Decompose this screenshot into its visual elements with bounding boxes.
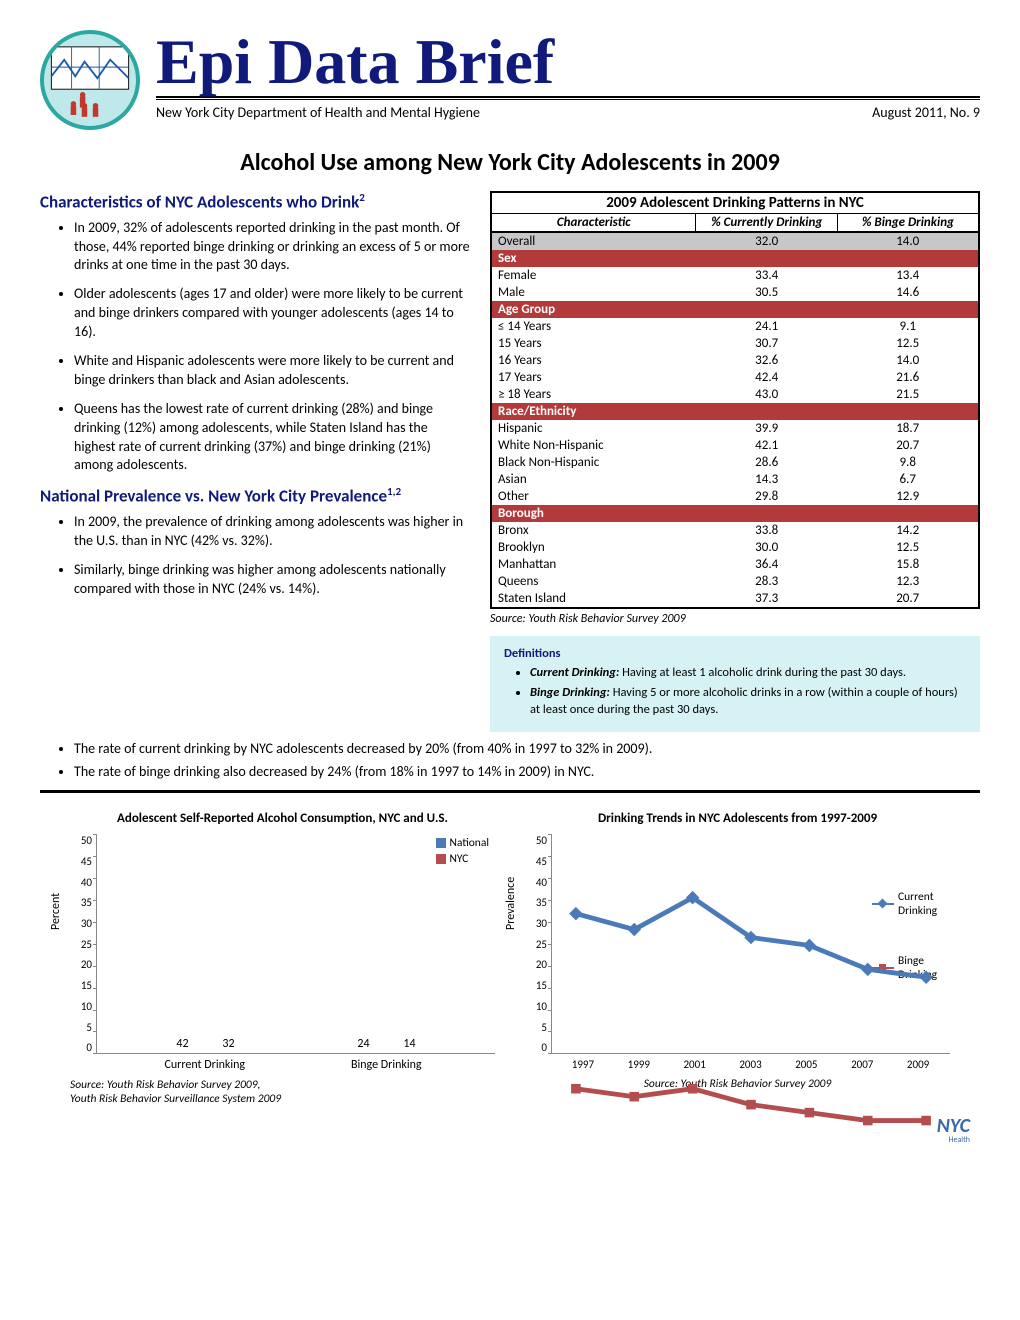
table-row: Female33.413.4 xyxy=(491,267,979,284)
table-row: Staten Island37.320.7 xyxy=(491,590,979,608)
line-chart-ylabel: Prevalence xyxy=(504,877,518,930)
bullet-item: The rate of binge drinking also decrease… xyxy=(74,763,980,780)
trend-bullets: The rate of current drinking by NYC adol… xyxy=(40,740,980,780)
table-source: Source: Youth Risk Behavior Survey 2009 xyxy=(490,612,980,626)
bar-chart-title: Adolescent Self-Reported Alcohol Consump… xyxy=(70,811,495,827)
line-chart-title: Drinking Trends in NYC Adolescents from … xyxy=(525,811,950,827)
bar-chart-panel: Adolescent Self-Reported Alcohol Consump… xyxy=(70,811,495,1107)
table-row: Queens28.312.3 xyxy=(491,573,979,590)
table-row: 16 Years32.614.0 xyxy=(491,352,979,369)
main-title: Epi Data Brief xyxy=(156,30,980,94)
bullet-item: Similarly, binge drinking was higher amo… xyxy=(74,561,472,599)
col-head-current: % Currently Drinking xyxy=(696,214,838,233)
definitions-title: Definitions xyxy=(504,646,966,661)
bar-chart-xlabels: Current DrinkingBinge Drinking xyxy=(96,1058,495,1072)
definitions-box: Definitions Current Drinking: Having at … xyxy=(490,636,980,732)
table-group-header: Borough xyxy=(491,505,979,522)
table-row: ≥ 18 Years43.021.5 xyxy=(491,386,979,403)
table-row: 15 Years30.712.5 xyxy=(491,335,979,352)
table-row: White Non-Hispanic42.120.7 xyxy=(491,437,979,454)
section-characteristics-title: Characteristics of NYC Adolescents who D… xyxy=(40,191,472,213)
characteristics-bullets: In 2009, 32% of adolescents reported dri… xyxy=(40,219,472,476)
table-row: Male30.514.6 xyxy=(491,284,979,301)
bullet-item: White and Hispanic adolescents were more… xyxy=(74,352,472,390)
issue-info: August 2011, No. 9 xyxy=(872,104,980,121)
bullet-item: The rate of current drinking by NYC adol… xyxy=(74,740,980,757)
col-head-characteristic: Characteristic xyxy=(491,214,696,233)
table-row: Bronx33.814.2 xyxy=(491,522,979,539)
document-title: Alcohol Use among New York City Adolesce… xyxy=(40,148,980,177)
col-head-binge: % Binge Drinking xyxy=(837,214,979,233)
department-name: New York City Department of Health and M… xyxy=(156,104,480,121)
table-row: 17 Years42.421.6 xyxy=(491,369,979,386)
bar-chart-plot: NationalNYC 42322414 xyxy=(96,834,495,1054)
table-row: Manhattan36.415.8 xyxy=(491,556,979,573)
line-chart-plot: Current DrinkingBinge Drinking xyxy=(551,834,950,1054)
bar-chart-ylabel: Percent xyxy=(49,893,63,930)
table-row: Asian14.36.7 xyxy=(491,471,979,488)
table-group-header: Sex xyxy=(491,250,979,267)
table-group-header: Age Group xyxy=(491,301,979,318)
table-group-header: Race/Ethnicity xyxy=(491,403,979,420)
table-row: Black Non-Hispanic28.69.8 xyxy=(491,454,979,471)
bullet-item: In 2009, the prevalence of drinking amon… xyxy=(74,513,472,551)
table-row: Overall32.014.0 xyxy=(491,232,979,250)
prevalence-bullets: In 2009, the prevalence of drinking amon… xyxy=(40,513,472,599)
bullet-item: In 2009, 32% of adolescents reported dri… xyxy=(74,219,472,276)
table-row: Hispanic39.918.7 xyxy=(491,420,979,437)
drinking-patterns-table: 2009 Adolescent Drinking Patterns in NYC… xyxy=(490,191,980,609)
definition-item: Binge Drinking: Having 5 or more alcohol… xyxy=(530,685,966,718)
table-row: Brooklyn30.012.5 xyxy=(491,539,979,556)
table-row: ≤ 14 Years24.19.1 xyxy=(491,318,979,335)
divider-rule xyxy=(40,790,980,793)
table-row: Other29.812.9 xyxy=(491,488,979,505)
line-chart-panel: Drinking Trends in NYC Adolescents from … xyxy=(525,811,950,1107)
logo-icon xyxy=(40,30,140,130)
table-title: 2009 Adolescent Drinking Patterns in NYC xyxy=(491,192,979,214)
section-prevalence-title: National Prevalence vs. New York City Pr… xyxy=(40,485,472,507)
definition-item: Current Drinking: Having at least 1 alco… xyxy=(530,665,966,681)
header: Epi Data Brief New York City Department … xyxy=(40,30,980,130)
bar-chart-source: Source: Youth Risk Behavior Survey 2009,… xyxy=(70,1078,495,1106)
bullet-item: Older adolescents (ages 17 and older) we… xyxy=(74,285,472,342)
bullet-item: Queens has the lowest rate of current dr… xyxy=(74,400,472,476)
